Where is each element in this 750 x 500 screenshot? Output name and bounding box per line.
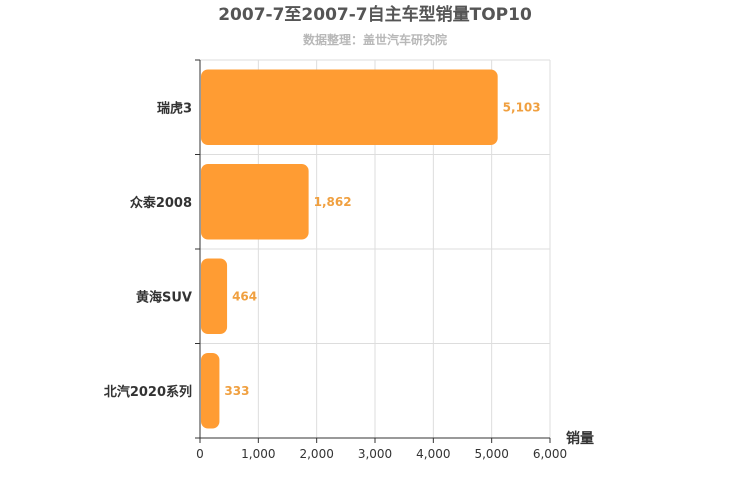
value-label: 5,103: [503, 100, 541, 114]
x-tick-label: 4,000: [416, 447, 450, 461]
category-label: 黄海SUV: [136, 289, 192, 305]
value-label: 1,862: [314, 195, 352, 209]
bars: [201, 69, 498, 429]
x-axis-label: 销量: [566, 430, 594, 447]
axes: [195, 59, 551, 443]
x-tick-label: 2,000: [299, 447, 333, 461]
category-label: 众泰2008: [130, 195, 192, 211]
x-tick-label: 3,000: [358, 447, 392, 461]
chart-subtitle: 数据整理：盖世汽车研究院: [303, 32, 447, 47]
bar: [201, 69, 498, 146]
labels: 5,103 瑞虎3 1,862 众泰2008 464 黄海SUV 333 北汽2020系列 0 1…: [104, 100, 567, 461]
bar: [201, 258, 228, 335]
x-tick-label: 0: [196, 447, 204, 461]
category-label: 瑞虎3: [157, 100, 192, 116]
bar: [201, 352, 220, 429]
x-tick-label: 1,000: [241, 447, 275, 461]
x-tick-label: 5,000: [474, 447, 508, 461]
x-tick-label: 6,000: [533, 447, 567, 461]
chart-title: 2007-7至2007-7自主车型销量TOP10: [218, 4, 532, 25]
category-label: 北汽2020系列: [104, 384, 192, 400]
value-label: 333: [224, 384, 249, 398]
value-label: 464: [232, 289, 257, 303]
bar: [201, 163, 309, 240]
